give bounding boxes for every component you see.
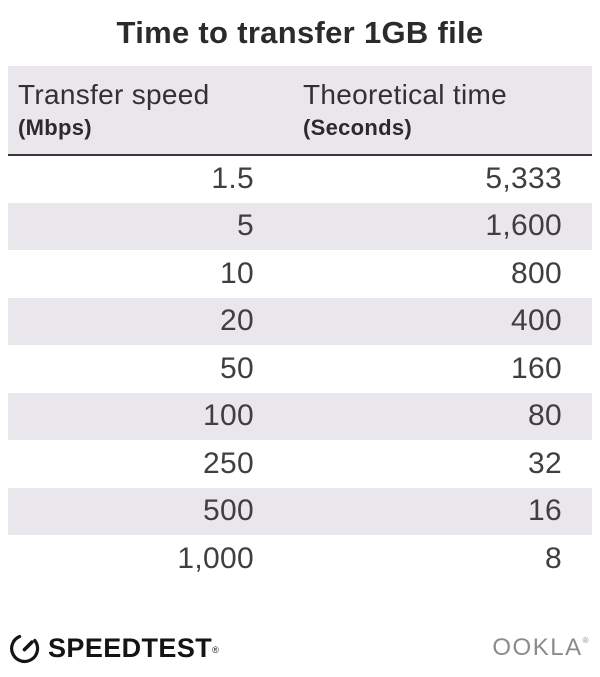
footer: SPEEDTEST ® OOKLA®: [0, 628, 600, 668]
speed-cell: 500: [203, 494, 254, 528]
time-cell: 400: [511, 304, 562, 338]
table-row: 500 16: [8, 487, 592, 535]
time-cell: 800: [511, 256, 562, 290]
transfer-time-table: Transfer speed (Mbps) Theoretical time (…: [8, 66, 592, 583]
time-cell: 5,333: [485, 162, 562, 196]
ookla-wordmark: OOKLA: [492, 634, 583, 661]
registered-trademark-icon: ®: [582, 636, 590, 645]
table-row: 1.5 5,333: [8, 155, 592, 203]
table-row: 20 400: [8, 297, 592, 345]
time-cell: 80: [528, 399, 562, 433]
time-cell: 1,600: [485, 209, 562, 243]
speed-cell: 20: [220, 304, 254, 338]
speed-cell: 5: [237, 209, 254, 243]
speed-cell: 50: [220, 351, 254, 385]
table-row: 250 32: [8, 440, 592, 488]
time-cell: 8: [545, 541, 562, 575]
speedtest-wordmark: SPEEDTEST: [48, 632, 213, 663]
speed-cell: 100: [203, 399, 254, 433]
column-label: Theoretical time: [303, 79, 507, 110]
speed-cell: 250: [203, 446, 254, 480]
speedtest-logo: SPEEDTEST ®: [8, 631, 219, 665]
time-cell: 16: [528, 494, 562, 528]
time-cell: 160: [511, 351, 562, 385]
registered-trademark-icon: ®: [212, 645, 219, 655]
table-row: 50 160: [8, 345, 592, 393]
speed-cell: 1,000: [177, 541, 254, 575]
time-cell: 32: [528, 446, 562, 480]
ookla-logo: OOKLA®: [492, 634, 590, 662]
column-header-transfer-speed: Transfer speed (Mbps): [8, 66, 285, 156]
table-row: 1,000 8: [8, 535, 592, 583]
table-row: 5 1,600: [8, 202, 592, 250]
column-label: Transfer speed: [18, 79, 210, 110]
speedtest-gauge-icon: [10, 634, 40, 664]
table-row: 10 800: [8, 250, 592, 298]
speed-cell: 1.5: [211, 162, 254, 196]
page-title: Time to transfer 1GB file: [116, 15, 484, 50]
column-header-theoretical-time: Theoretical time (Seconds): [285, 66, 592, 156]
column-unit: (Seconds): [303, 115, 413, 140]
table-row: 100 80: [8, 392, 592, 440]
column-unit: (Mbps): [18, 115, 92, 140]
speed-cell: 10: [220, 256, 254, 290]
table-header-row: Transfer speed (Mbps) Theoretical time (…: [8, 66, 592, 156]
